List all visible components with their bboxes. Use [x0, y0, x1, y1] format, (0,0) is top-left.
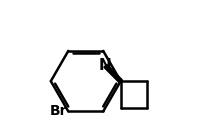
Text: Br: Br — [49, 104, 67, 118]
Text: N: N — [99, 58, 111, 73]
